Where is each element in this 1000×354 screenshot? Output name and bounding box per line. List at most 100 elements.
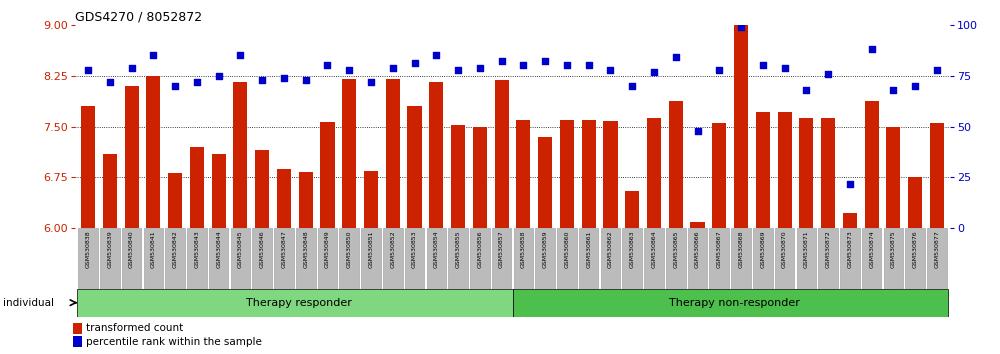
Text: GSM530861: GSM530861	[586, 231, 591, 268]
Bar	[865, 102, 879, 228]
Point	[755, 63, 771, 68]
Point	[385, 65, 401, 70]
Bar	[712, 123, 726, 228]
Point	[80, 67, 96, 73]
Bar	[797, 228, 816, 289]
Point	[864, 46, 880, 52]
Text: GSM530847: GSM530847	[281, 231, 286, 268]
Point	[102, 79, 118, 85]
Point	[515, 63, 531, 68]
Text: GSM530867: GSM530867	[717, 231, 722, 268]
Bar	[231, 228, 250, 289]
Bar	[690, 222, 705, 228]
Bar	[734, 21, 748, 228]
Text: GDS4270 / 8052872: GDS4270 / 8052872	[75, 11, 202, 24]
Text: GSM530874: GSM530874	[869, 231, 874, 268]
Text: GSM530844: GSM530844	[216, 231, 221, 268]
Bar	[582, 120, 596, 228]
Bar	[103, 154, 117, 228]
Point	[319, 63, 335, 68]
Bar	[756, 112, 770, 228]
Bar	[557, 228, 577, 289]
Text: GSM530840: GSM530840	[129, 231, 134, 268]
Point	[711, 67, 727, 73]
Bar	[473, 127, 487, 228]
Text: GSM530860: GSM530860	[564, 231, 569, 268]
Text: GSM530868: GSM530868	[739, 231, 744, 268]
Bar	[644, 228, 664, 289]
Bar	[122, 228, 141, 289]
Point	[298, 77, 314, 82]
Bar	[320, 122, 335, 228]
Bar	[512, 289, 948, 317]
Bar	[516, 120, 530, 228]
Point	[428, 52, 444, 58]
Bar	[905, 228, 925, 289]
Text: GSM530839: GSM530839	[107, 231, 112, 268]
Point	[646, 69, 662, 74]
Text: GSM530838: GSM530838	[86, 231, 91, 268]
Bar	[144, 228, 163, 289]
Text: GSM530864: GSM530864	[651, 231, 656, 268]
Bar	[927, 228, 947, 289]
Bar	[799, 118, 813, 228]
Bar	[688, 228, 707, 289]
Bar	[427, 228, 446, 289]
Text: GSM530852: GSM530852	[390, 231, 395, 268]
Point	[232, 52, 248, 58]
Text: GSM530873: GSM530873	[847, 231, 852, 268]
Text: GSM530851: GSM530851	[369, 231, 374, 268]
Point	[145, 52, 161, 58]
Text: GSM530846: GSM530846	[260, 231, 265, 268]
Bar	[821, 118, 835, 228]
Point	[885, 87, 901, 93]
Text: transformed count: transformed count	[86, 323, 183, 333]
Point	[211, 73, 227, 79]
Text: GSM530848: GSM530848	[303, 231, 308, 268]
Text: GSM530855: GSM530855	[456, 231, 461, 268]
Bar	[669, 101, 683, 228]
Point	[450, 67, 466, 73]
Text: GSM530858: GSM530858	[521, 231, 526, 268]
Bar	[775, 228, 794, 289]
Bar	[470, 228, 490, 289]
Bar	[451, 125, 465, 228]
Bar	[818, 228, 838, 289]
Point	[494, 58, 510, 64]
Point	[472, 65, 488, 70]
Bar	[78, 228, 98, 289]
Point	[733, 24, 749, 30]
Bar	[407, 106, 422, 228]
Text: GSM530842: GSM530842	[173, 231, 178, 268]
Bar	[625, 191, 639, 228]
Point	[602, 67, 618, 73]
Bar	[339, 228, 359, 289]
Bar	[255, 150, 269, 228]
Bar	[187, 228, 207, 289]
Bar	[492, 228, 511, 289]
Bar	[209, 228, 228, 289]
Bar	[274, 228, 294, 289]
Point	[929, 67, 945, 73]
Text: GSM530856: GSM530856	[477, 231, 482, 268]
Point	[820, 71, 836, 76]
Bar	[908, 177, 922, 228]
Bar	[709, 228, 729, 289]
Point	[363, 79, 379, 85]
Bar	[884, 228, 903, 289]
Bar	[514, 228, 533, 289]
Text: GSM530862: GSM530862	[608, 231, 613, 268]
Point	[690, 128, 706, 133]
Bar	[146, 76, 160, 228]
Bar	[603, 121, 618, 228]
Bar	[165, 228, 185, 289]
Bar	[405, 228, 424, 289]
Bar	[342, 79, 356, 228]
Text: GSM530857: GSM530857	[499, 231, 504, 268]
Point	[668, 55, 684, 60]
Text: GSM530853: GSM530853	[412, 231, 417, 268]
Bar	[622, 228, 642, 289]
Point	[537, 58, 553, 64]
Bar	[277, 169, 291, 228]
Text: GSM530859: GSM530859	[543, 231, 548, 268]
